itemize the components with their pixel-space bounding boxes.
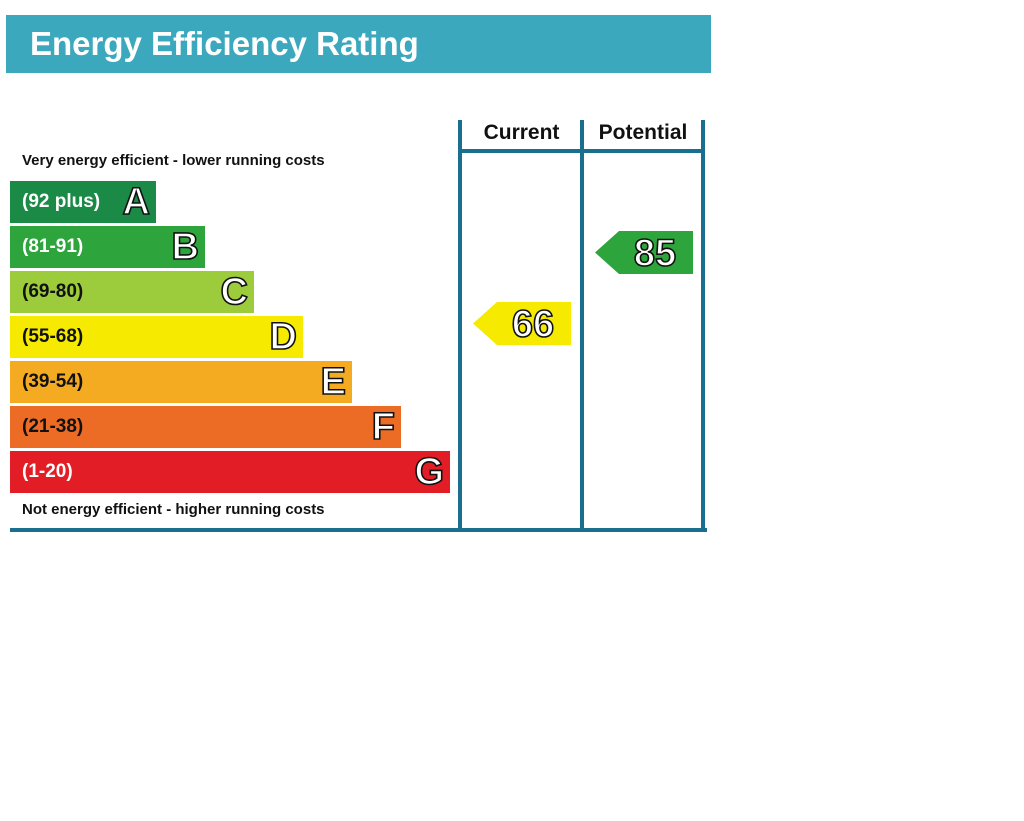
band-f: (21-38) F [10,405,401,449]
rating-arrow-shape [473,302,571,345]
band-letter: G [414,450,445,494]
top-note: Very energy efficient - lower running co… [22,152,325,169]
bottom-note: Not energy efficient - higher running co… [22,501,325,518]
band-range-label: (92 plus) [22,191,101,212]
rating-arrow-current: 66 [473,302,571,345]
band-letter: C [220,270,249,314]
column-header-current: Current [483,121,560,144]
rating-arrow-potential: 85 [595,231,693,274]
band-letter: E [320,360,347,404]
chart-title: Energy Efficiency Rating [6,15,711,73]
band-range-label: (21-38) [22,416,84,437]
frame-line-middle [580,120,584,530]
band-a: (92 plus) A [10,180,156,224]
frame-line-left [458,120,462,530]
band-e: (39-54) E [10,360,352,404]
rating-value-label: 66 [512,304,554,346]
band-range-label: (39-54) [22,371,84,392]
header-divider [460,149,703,153]
band-letter: D [269,315,298,359]
band-d: (55-68) D [10,315,303,359]
band-letter: F [371,405,396,449]
band-c: (69-80) C [10,270,254,314]
band-range-label: (1-20) [22,461,73,482]
band-range-label: (81-91) [22,236,84,257]
rating-value-label: 85 [634,233,676,275]
band-range-label: (69-80) [22,281,84,302]
frame-line-bottom [10,528,707,532]
frame-line-right [701,120,705,530]
column-header-potential: Potential [598,121,688,144]
band-range-label: (55-68) [22,326,84,347]
band-b: (81-91) B [10,225,205,269]
rating-arrow-shape [595,231,693,274]
band-letter: B [171,225,200,269]
band-letter: A [122,180,151,224]
band-g: (1-20) G [10,450,450,494]
